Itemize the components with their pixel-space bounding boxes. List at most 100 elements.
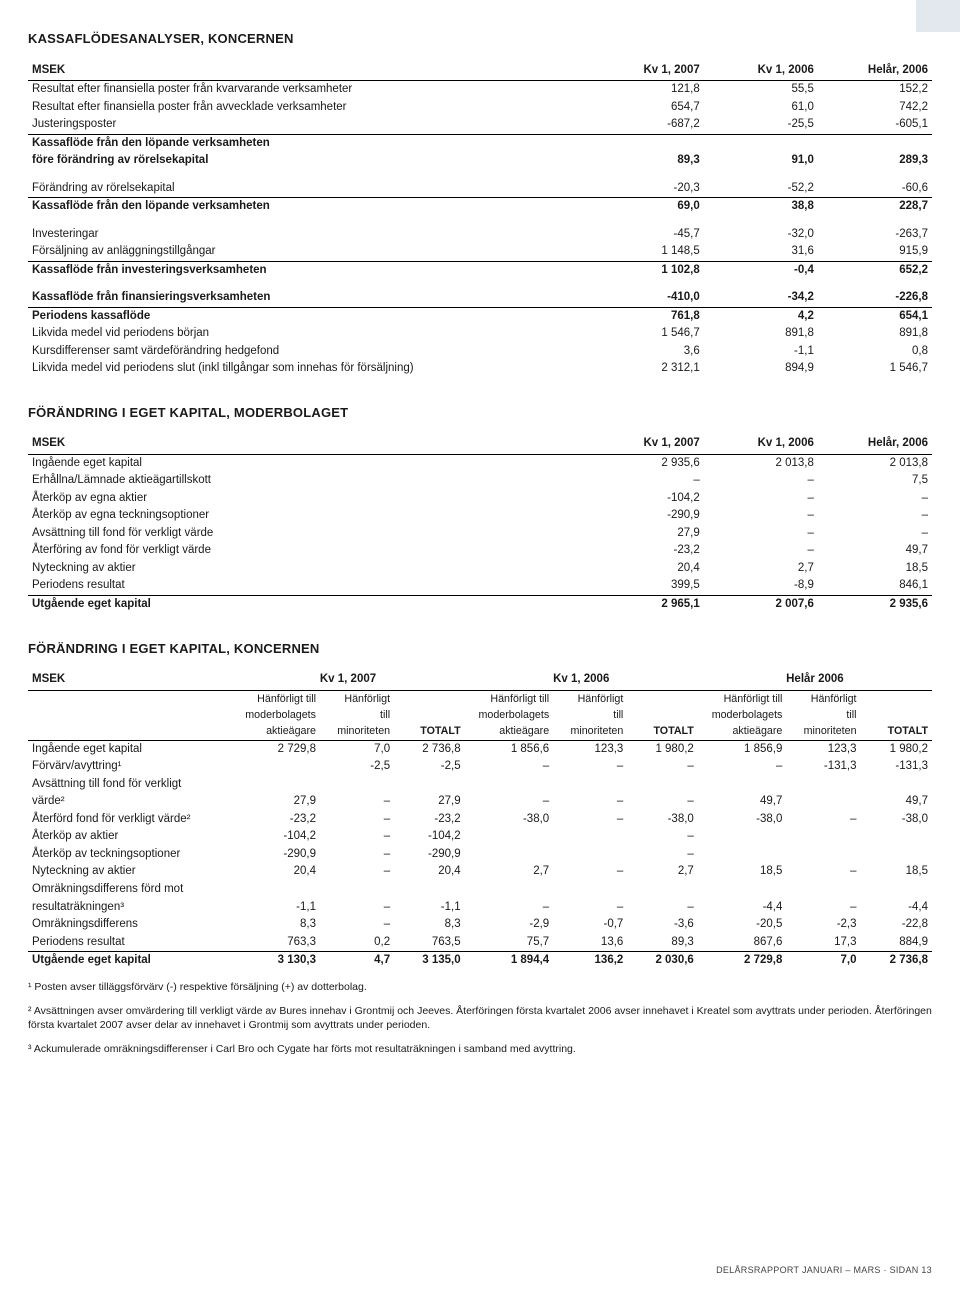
row-label: Kassaflöde från den löpande verksamheten bbox=[28, 198, 590, 216]
cell-value bbox=[698, 776, 787, 794]
table-row: Försäljning av anläggningstillgångar1 14… bbox=[28, 243, 932, 261]
col-msek: MSEK bbox=[28, 62, 590, 81]
cell-value: -290,9 bbox=[394, 846, 465, 864]
cell-value: -1,1 bbox=[231, 899, 320, 917]
row-label: Avsättning till fond för verkligt bbox=[28, 776, 231, 794]
table-row: Förvärv/avyttring¹-2,5-2,5––––-131,3-131… bbox=[28, 758, 932, 776]
cell-value: – bbox=[627, 846, 698, 864]
cell-value bbox=[553, 846, 627, 864]
table-row: Nyteckning av aktier20,4–20,42,7–2,718,5… bbox=[28, 863, 932, 881]
cell-value: 27,9 bbox=[231, 793, 320, 811]
cell-value: 69,0 bbox=[590, 198, 704, 216]
cell-value: 891,8 bbox=[704, 325, 818, 343]
cell-value bbox=[590, 134, 704, 152]
cell-value: -687,2 bbox=[590, 116, 704, 134]
table-row: Återköp av egna teckningsoptioner-290,9–… bbox=[28, 507, 932, 525]
cell-value: -20,3 bbox=[590, 180, 704, 198]
cell-value: 18,5 bbox=[698, 863, 787, 881]
cell-value bbox=[861, 776, 932, 794]
cell-value: -4,4 bbox=[698, 899, 787, 917]
table-row: Ingående eget kapital2 935,62 013,82 013… bbox=[28, 454, 932, 472]
cell-value: -410,0 bbox=[590, 289, 704, 307]
row-label: Nyteckning av aktier bbox=[28, 560, 590, 578]
cell-value bbox=[786, 846, 860, 864]
cell-value: -605,1 bbox=[818, 116, 932, 134]
table-row: Återköp av teckningsoptioner-290,9–-290,… bbox=[28, 846, 932, 864]
cell-value: 1 546,7 bbox=[818, 360, 932, 378]
cell-value: 2 007,6 bbox=[704, 595, 818, 613]
cell-value bbox=[394, 776, 465, 794]
cell-value: 7,5 bbox=[818, 472, 932, 490]
cell-value: -20,5 bbox=[698, 916, 787, 934]
cell-value: 652,2 bbox=[818, 261, 932, 279]
row-label: resultaträkningen³ bbox=[28, 899, 231, 917]
cell-value bbox=[786, 828, 860, 846]
cell-value: 49,7 bbox=[818, 542, 932, 560]
cell-value bbox=[627, 881, 698, 899]
cell-value: 31,6 bbox=[704, 243, 818, 261]
cell-value: 61,0 bbox=[704, 99, 818, 117]
cell-value bbox=[553, 828, 627, 846]
table-equity-group: MSEK Kv 1, 2007 Kv 1, 2006 Helår 2006 Hä… bbox=[28, 671, 932, 970]
table-header-row: MSEK Kv 1, 2007 Kv 1, 2006 Helår, 2006 bbox=[28, 62, 932, 81]
col-fy-2006: Helår, 2006 bbox=[818, 62, 932, 81]
cell-value: 2 013,8 bbox=[818, 454, 932, 472]
table-row: Resultat efter finansiella poster från a… bbox=[28, 99, 932, 117]
cell-value: – bbox=[818, 490, 932, 508]
cell-value: – bbox=[465, 899, 554, 917]
cell-value: -0,4 bbox=[704, 261, 818, 279]
cell-value: -290,9 bbox=[590, 507, 704, 525]
cell-value: – bbox=[320, 916, 394, 934]
cell-value: 7,0 bbox=[786, 952, 860, 970]
cell-value: – bbox=[553, 758, 627, 776]
table-row: Periodens resultat763,30,2763,575,713,68… bbox=[28, 934, 932, 952]
cell-value: – bbox=[627, 793, 698, 811]
cell-value: 761,8 bbox=[590, 307, 704, 325]
cell-value: – bbox=[704, 525, 818, 543]
cell-value: -23,2 bbox=[590, 542, 704, 560]
row-label: Återköp av aktier bbox=[28, 828, 231, 846]
row-label: Justeringsposter bbox=[28, 116, 590, 134]
cell-value: 2 729,8 bbox=[698, 952, 787, 970]
cell-value: – bbox=[465, 793, 554, 811]
cell-value bbox=[553, 776, 627, 794]
cell-value: 2 013,8 bbox=[704, 454, 818, 472]
cell-value: 763,5 bbox=[394, 934, 465, 952]
cell-value: – bbox=[704, 542, 818, 560]
cell-value: – bbox=[320, 899, 394, 917]
cell-value: – bbox=[818, 507, 932, 525]
table-row: Omräkningsdifferens8,3–8,3-2,9-0,7-3,6-2… bbox=[28, 916, 932, 934]
cell-value bbox=[394, 881, 465, 899]
cell-value: – bbox=[704, 490, 818, 508]
table-row: Periodens kassaflöde761,84,2654,1 bbox=[28, 307, 932, 325]
cell-value: -3,6 bbox=[627, 916, 698, 934]
cell-value: 49,7 bbox=[861, 793, 932, 811]
cell-value: 654,1 bbox=[818, 307, 932, 325]
cell-value: 27,9 bbox=[394, 793, 465, 811]
cell-value: 2 935,6 bbox=[590, 454, 704, 472]
cell-value: 1 148,5 bbox=[590, 243, 704, 261]
cell-value: 884,9 bbox=[861, 934, 932, 952]
cell-value: – bbox=[320, 863, 394, 881]
cell-value: 2 736,8 bbox=[861, 952, 932, 970]
row-label: Kursdifferenser samt värdeförändring hed… bbox=[28, 343, 590, 361]
row-label: Återförd fond för verkligt värde² bbox=[28, 811, 231, 829]
cell-value: 3,6 bbox=[590, 343, 704, 361]
cell-value: – bbox=[627, 828, 698, 846]
table-row bbox=[28, 216, 932, 226]
row-label: Återföring av fond för verkligt värde bbox=[28, 542, 590, 560]
cell-value bbox=[818, 134, 932, 152]
table-row: Återköp av egna aktier-104,2–– bbox=[28, 490, 932, 508]
page-footer: DELÅRSRAPPORT JANUARI – MARS · SIDAN 13 bbox=[716, 1264, 932, 1276]
row-label: Kassaflöde från finansieringsverksamhete… bbox=[28, 289, 590, 307]
cell-value: 2,7 bbox=[465, 863, 554, 881]
table-row: Återköp av aktier-104,2–-104,2– bbox=[28, 828, 932, 846]
cell-value: -8,9 bbox=[704, 577, 818, 595]
table-row: Investeringar-45,7-32,0-263,7 bbox=[28, 226, 932, 244]
cell-value: – bbox=[818, 525, 932, 543]
cell-value: – bbox=[704, 472, 818, 490]
cell-value: 399,5 bbox=[590, 577, 704, 595]
cell-value: – bbox=[704, 507, 818, 525]
row-label: Likvida medel vid periodens början bbox=[28, 325, 590, 343]
cell-value bbox=[465, 776, 554, 794]
